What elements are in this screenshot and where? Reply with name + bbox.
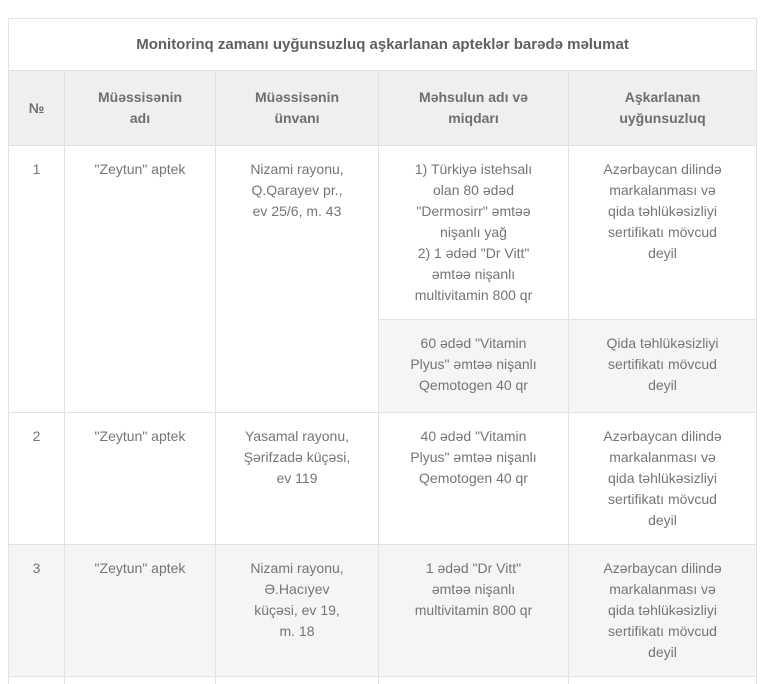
pharmacy-name-cell: "Zeytun" aptek	[64, 145, 216, 413]
pharmacy-name-cell: "Zeytun" aptek	[64, 412, 216, 545]
address-cell: Yasamal rayonu, Şərifzadə küçəsi, ev 119	[215, 412, 379, 545]
address-cell	[215, 676, 379, 684]
address-cell: Nizami rayonu, Q.Qarayev pr., ev 25/6, m…	[215, 145, 379, 413]
col-header-pharmacy-name: Müəssisənin adı	[64, 70, 216, 146]
issue-cell	[567, 676, 758, 684]
table-row-3: 3 "Zeytun" aptek Nizami rayonu, Ə.Hacıye…	[8, 544, 758, 677]
pharmacy-name-cell	[64, 676, 216, 684]
product-cell	[378, 676, 569, 684]
table-title-row: Monitorinq zamanı uyğunsuzluq aşkarlanan…	[7, 18, 758, 71]
col-header-address: Müəssisənin ünvanı	[215, 70, 379, 146]
table-row-2: 2 "Zeytun" aptek Yasamal rayonu, Şərifza…	[8, 412, 758, 545]
product-cell: 60 ədəd "Vitamin Plyus" əmtəə nişanlı Qe…	[378, 319, 569, 413]
row-number-cell	[8, 676, 65, 684]
col-header-number: №	[8, 70, 65, 146]
issue-cell: Azərbaycan dilində markalanması və qida …	[567, 412, 758, 545]
issue-cell: Qida təhlükəsizliyi sertifikatı mövcud d…	[567, 319, 758, 413]
issue-cell: Azərbaycan dilində markalanması və qida …	[567, 145, 758, 320]
row-number-cell: 2	[8, 412, 65, 545]
table-row-1-subrow: 60 ədəd "Vitamin Plyus" əmtəə nişanlı Qe…	[9, 319, 758, 413]
product-cell: 40 ədəd "Vitamin Plyus" əmtəə nişanlı Qe…	[378, 412, 569, 545]
row-number-cell: 3	[8, 544, 65, 677]
col-header-product: Məhsulun adı və miqdarı	[378, 70, 569, 146]
address-cell: Nizami rayonu, Ə.Hacıyev küçəsi, ev 19, …	[215, 544, 379, 677]
table-row-partial	[8, 676, 758, 684]
product-cell: 1) Türkiyə istehsalı olan 80 ədəd "Dermo…	[378, 145, 569, 320]
pharmacy-name-cell: "Zeytun" aptek	[64, 544, 216, 677]
row-number-cell: 1	[8, 145, 65, 413]
table-title: Monitorinq zamanı uyğunsuzluq aşkarlanan…	[7, 18, 758, 71]
product-cell: 1 ədəd "Dr Vitt" əmtəə nişanlı multivita…	[378, 544, 569, 677]
table-header-row: № Müəssisənin adı Müəssisənin ünvanı Məh…	[8, 70, 758, 146]
issue-cell: Azərbaycan dilində markalanması və qida …	[567, 544, 758, 677]
table-row-1: 1 "Zeytun" aptek Nizami rayonu, Q.Qaraye…	[8, 145, 758, 413]
monitoring-report-table: Monitorinq zamanı uyğunsuzluq aşkarlanan…	[7, 18, 758, 684]
col-header-issue: Aşkarlanan uyğunsuzluq	[567, 70, 758, 146]
